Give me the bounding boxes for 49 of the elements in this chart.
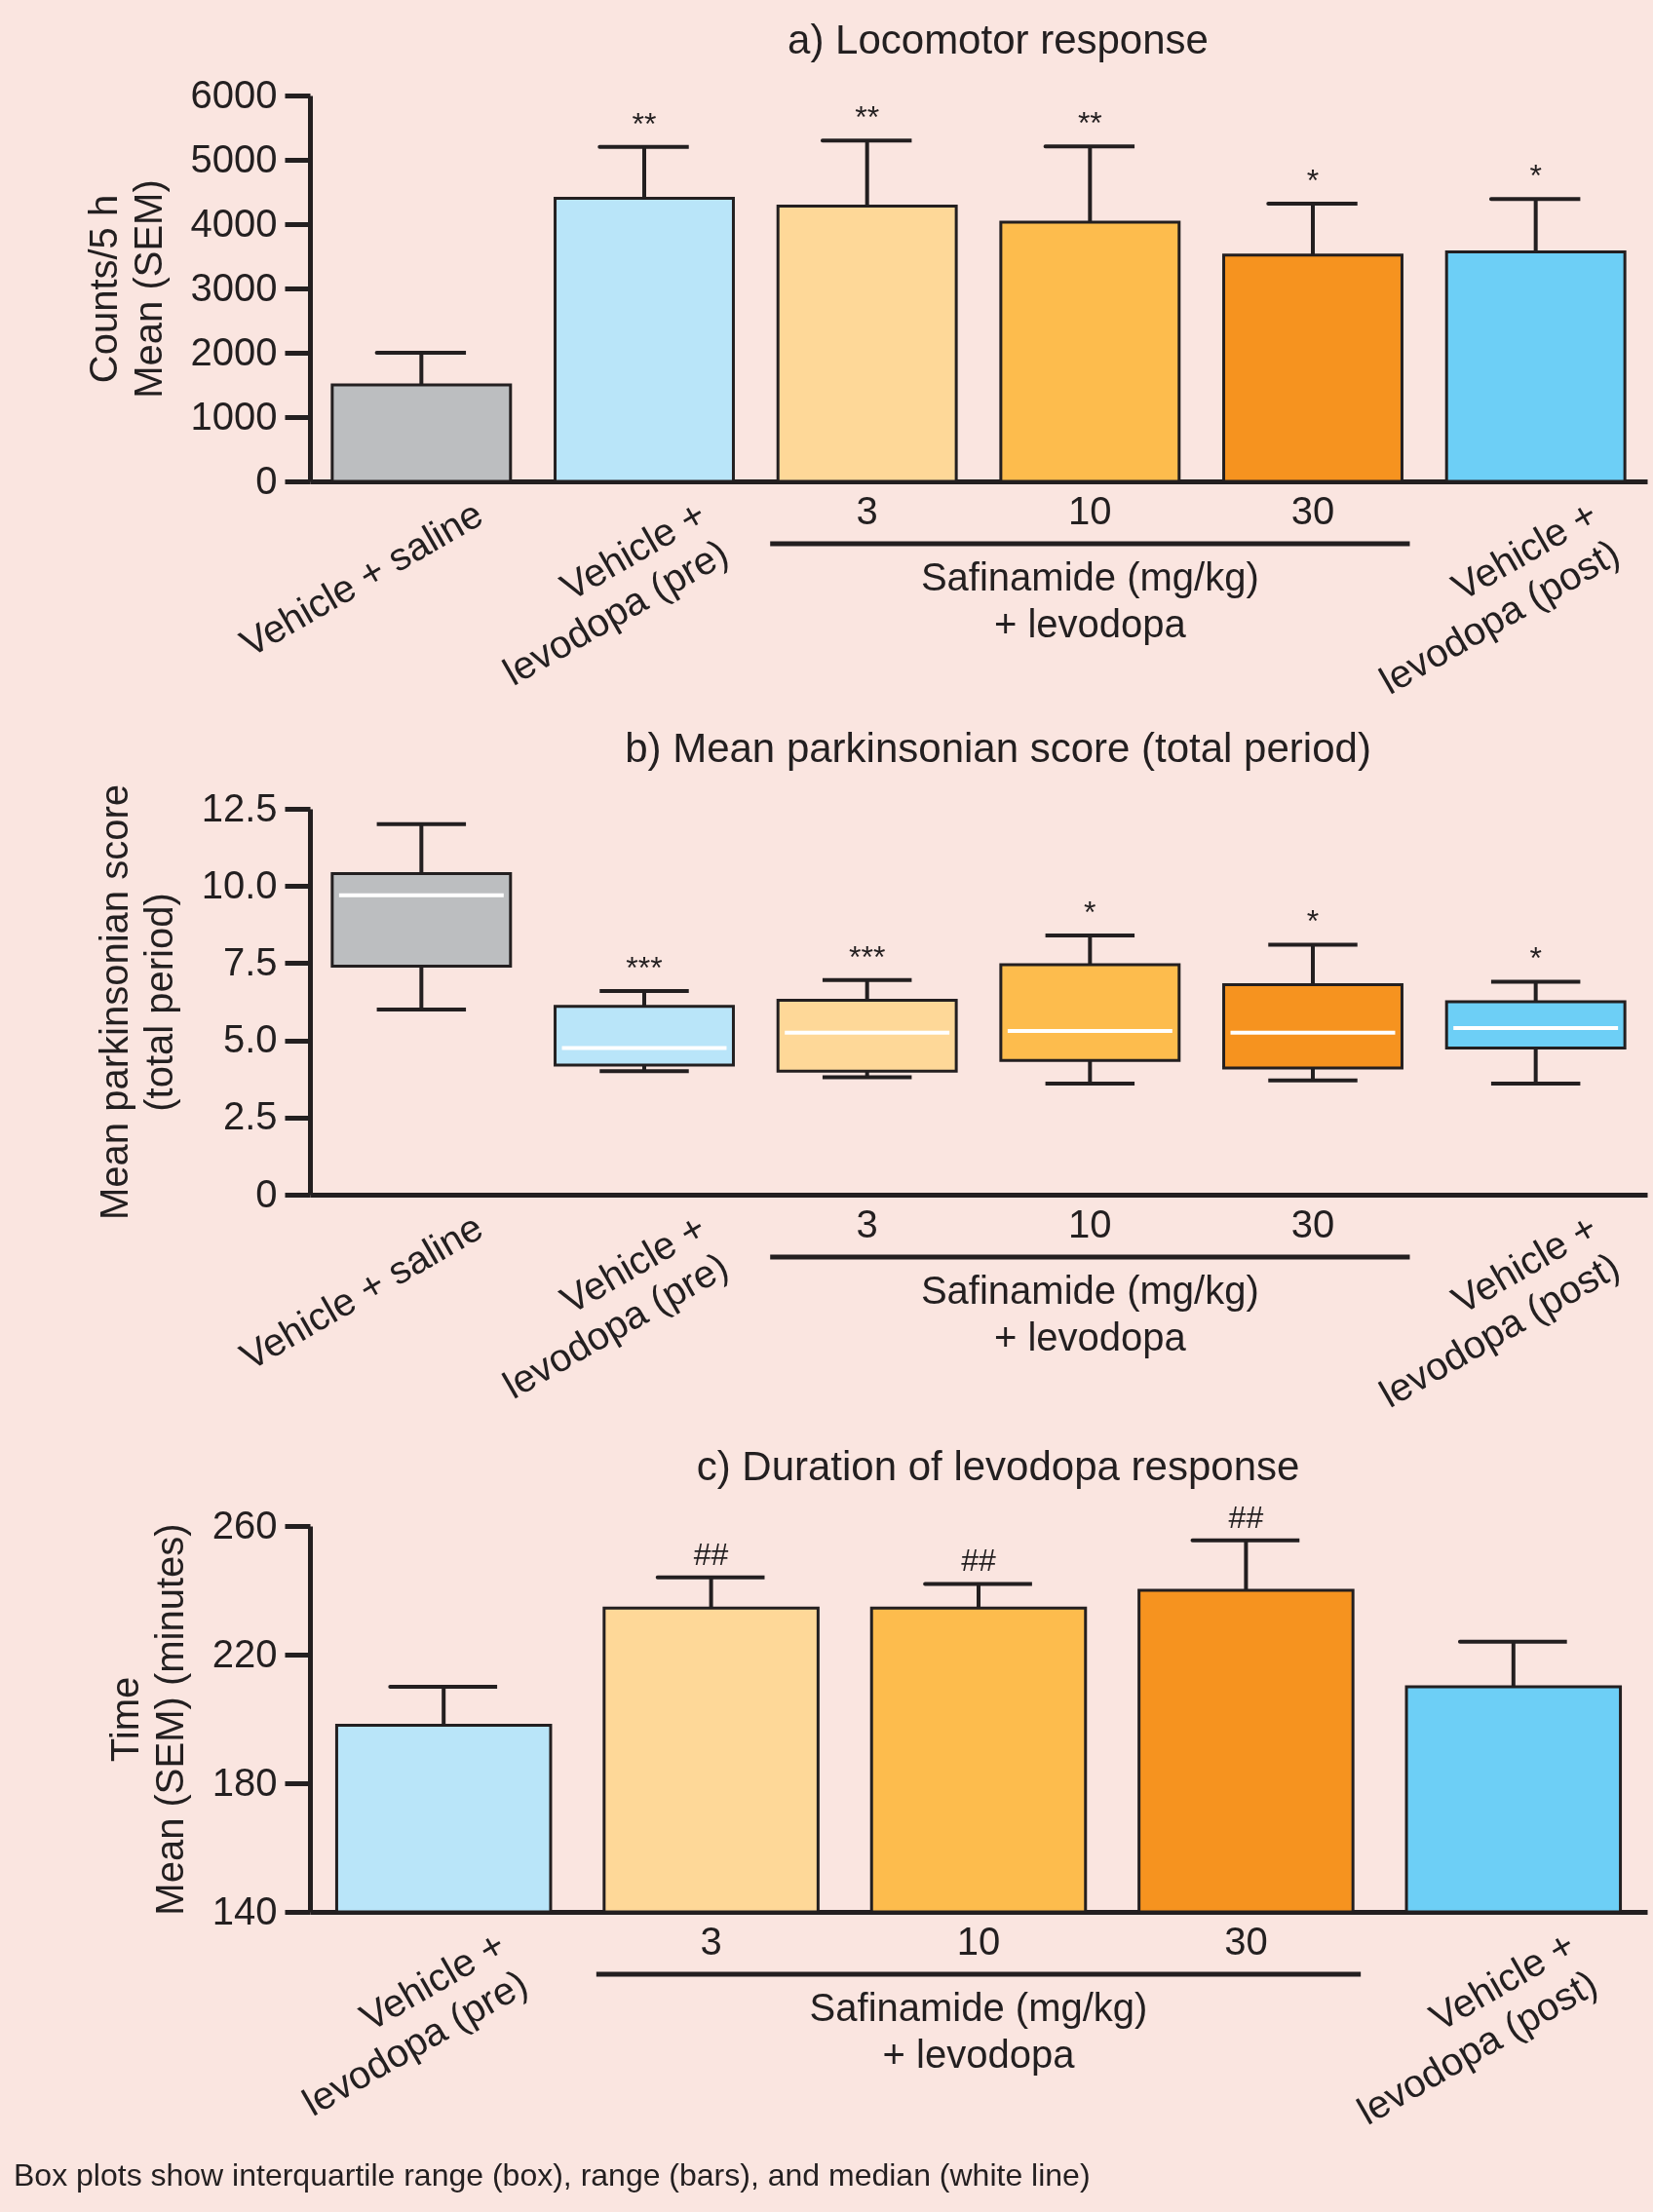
annotation: * [1084,894,1096,930]
y-tick-label: 220 [211,1631,278,1675]
y-tick-label: 2000 [190,329,278,373]
x-tick-label: 3 [856,489,878,532]
annotation: * [1529,940,1542,976]
annotation: ## [961,1543,996,1579]
x-tick-label: 10 [1068,1202,1112,1245]
x-tick-label: 10 [1068,489,1112,532]
annotation: * [1306,903,1320,939]
annotation: ** [855,99,880,135]
y-tick-label: 2.5 [222,1094,278,1138]
y-tick-label: 3000 [190,265,278,309]
annotation: ** [1077,105,1102,141]
y-tick-label: 1000 [190,394,278,438]
y-tick-label: 12.5 [201,785,278,829]
y-tick-label: 5.0 [222,1017,278,1061]
y-tick-label: 7.5 [222,939,278,983]
x-axis-title: Safinamide (mg/kg) + levodopa [809,1986,1148,2076]
annotation: ## [693,1536,729,1572]
x-axis-title: Safinamide (mg/kg) + levodopa [920,1269,1259,1358]
chart-title: c) Duration of levodopa response [696,1442,1300,1489]
y-tick-label: 140 [211,1888,278,1932]
x-tick-label: 3 [700,1920,722,1963]
y-tick-label: 6000 [190,72,278,116]
x-tick-label: 30 [1290,489,1335,532]
annotation: * [1529,158,1542,194]
y-axis-title: Mean parkinsonian score (total period) [92,784,180,1220]
annotation: ## [1228,1499,1264,1535]
annotation: * [1306,162,1320,198]
annotation: ** [632,105,657,141]
y-tick-label: 180 [211,1760,278,1804]
x-tick-label: 30 [1224,1920,1268,1963]
y-tick-label: 0 [255,1171,278,1215]
x-tick-label: 3 [856,1202,878,1245]
y-tick-label: 4000 [190,201,278,245]
annotation: *** [626,949,663,985]
y-axis-title: Counts/5 h Mean (SEM) [81,179,170,399]
chart-title: a) Locomotor response [788,17,1209,62]
annotation: *** [848,938,886,974]
text: Box plots show interquartile range (box), range (bars), and median (white line) [14,2157,1091,2193]
y-axis-title: Time Mean (SEM) (minutes) [102,1523,191,1916]
x-tick-label: 10 [956,1920,1001,1963]
y-tick-label: 10.0 [201,862,278,906]
chart-title: b) Mean parkinsonian score (total period) [625,724,1371,771]
y-tick-label: 0 [255,458,278,502]
y-tick-label: 260 [211,1503,278,1546]
x-axis-title: Safinamide (mg/kg) + levodopa [920,555,1259,645]
x-tick-label: 30 [1290,1202,1335,1245]
y-tick-label: 5000 [190,136,278,180]
